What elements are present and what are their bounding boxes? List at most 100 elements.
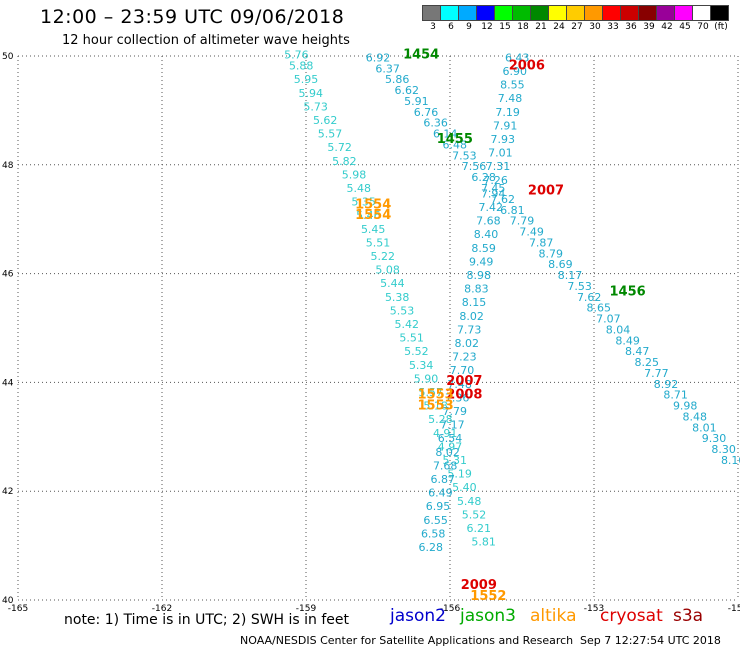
pass-time-label: 1455 <box>437 132 473 147</box>
wave-height-value: 5.28 <box>428 413 453 426</box>
scale-label: 70 <box>697 22 709 32</box>
scale-label: 36 <box>625 22 637 32</box>
wave-height-value: 6.92 <box>366 51 391 64</box>
wave-height-value: 7.31 <box>486 160 511 173</box>
wave-height-value: 8.92 <box>654 378 679 391</box>
wave-height-value: 8.71 <box>663 389 688 402</box>
wave-height-value: 6.55 <box>423 514 448 527</box>
wave-height-value: 5.22 <box>371 250 396 263</box>
wave-height-value: 7.07 <box>596 313 621 326</box>
wave-height-value: 7.42 <box>479 201 504 214</box>
wave-height-value: 4.97 <box>438 440 463 453</box>
wave-height-value: 8.59 <box>471 242 496 255</box>
wave-height-value: 8.40 <box>474 228 499 241</box>
wave-height-value: 5.31 <box>443 454 468 467</box>
wave-height-value: 7.45 <box>481 182 506 195</box>
wave-height-value: 7.26 <box>483 174 508 187</box>
wave-height-value: 7.79 <box>510 215 535 228</box>
wave-height-value: 8.17 <box>558 269 583 282</box>
satellite-jason2-label: jason2 <box>390 606 446 626</box>
wave-height-value: 5.82 <box>332 155 357 168</box>
wave-height-value: 7.87 <box>529 236 554 249</box>
wave-height-value: 5.94 <box>299 87 324 100</box>
pass-time-label: 1553 <box>418 388 454 403</box>
pass-time-label: 1554 <box>355 197 391 212</box>
scale-label: 39 <box>643 22 655 32</box>
wave-height-value: 6.90 <box>503 65 528 78</box>
wave-height-value: 5.72 <box>327 141 352 154</box>
wave-height-value: 7.70 <box>450 364 475 377</box>
wave-height-value: 7.23 <box>452 351 477 364</box>
wave-height-value: 6.21 <box>467 522 492 535</box>
wave-height-value: 6.76 <box>414 106 439 119</box>
pass-time-label: 1554 <box>355 208 391 223</box>
wave-height-value: 5.48 <box>347 182 372 195</box>
wave-height-value: 6.48 <box>443 138 468 151</box>
pass-time-label: 2006 <box>509 59 545 74</box>
lat-tick-label: 50 <box>2 52 14 62</box>
wave-height-value: 5.38 <box>385 291 410 304</box>
wave-height-value: 7.68 <box>476 215 501 228</box>
wave-height-value: 5.51 <box>366 236 391 249</box>
wave-height-value: 5.51 <box>399 332 424 345</box>
wave-height-value: 5.57 <box>318 128 343 141</box>
wave-height-value: 7.56 <box>462 160 487 173</box>
pass-time-label: 1553 <box>418 399 454 414</box>
wave-height-value: 5.45 <box>361 223 386 236</box>
wave-height-value: 5.53 <box>390 304 415 317</box>
wave-height-value: 6.14 <box>433 128 458 141</box>
lat-tick-label: 44 <box>2 378 14 388</box>
scale-label: 27 <box>571 22 583 32</box>
wave-height-value: 5.76 <box>284 49 309 62</box>
wave-height-value: 5.62 <box>313 114 338 127</box>
scale-label: 24 <box>553 22 565 32</box>
wave-height-value: 7.62 <box>577 291 602 304</box>
pass-time-label: 2007 <box>446 374 482 389</box>
wave-height-value: 8.02 <box>455 337 480 350</box>
wave-height-value: 5.35 <box>351 196 376 209</box>
scale-label: 30 <box>589 22 601 32</box>
wave-height-value: 9.30 <box>702 432 727 445</box>
lon-tick-label: -153 <box>584 604 604 614</box>
wave-height-value: 8.55 <box>500 79 525 92</box>
generation-timestamp: Sep 7 12:27:54 UTC 2018 <box>580 634 721 647</box>
wave-height-value: 7.49 <box>519 226 544 239</box>
wave-height-value: 8.15 <box>462 296 487 309</box>
wave-height-value: 5.98 <box>342 168 367 181</box>
lon-tick-label: -162 <box>152 604 172 614</box>
wave-height-value: 5.48 <box>457 495 482 508</box>
pass-time-label: 1456 <box>610 284 646 299</box>
pass-time-label: 1454 <box>403 48 439 63</box>
wave-height-value: 6.54 <box>438 432 463 445</box>
wave-height-value: 7.53 <box>567 280 592 293</box>
wave-height-value: 7.91 <box>493 119 518 132</box>
wave-height-value: 6.43 <box>505 51 530 64</box>
scale-label: 15 <box>499 22 511 32</box>
wave-height-value: 7.17 <box>440 419 465 432</box>
wave-height-value: 5.42 <box>395 318 420 331</box>
wave-height-value: 8.47 <box>625 345 650 358</box>
scale-label: 21 <box>535 22 547 32</box>
lon-tick-label: -156 <box>440 604 461 614</box>
wave-height-value: 5.52 <box>462 508 487 521</box>
wave-height-value: 8.01 <box>692 421 717 434</box>
wave-height-value: 7.62 <box>491 193 516 206</box>
wave-height-value: 6.58 <box>421 527 446 540</box>
wave-height-value: 6.49 <box>428 487 453 500</box>
wave-height-value: 5.40 <box>452 481 477 494</box>
wave-height-value: 7.94 <box>481 187 506 200</box>
satellite-s3a-label: s3a <box>673 606 704 626</box>
pass-time-label: 2007 <box>528 184 564 199</box>
wave-height-value: 5.95 <box>294 73 319 86</box>
wave-height-value: 7.48 <box>498 92 523 105</box>
scale-label: (ft) <box>714 22 728 32</box>
map-title: 12:00 – 23:59 UTC 09/06/2018 <box>40 6 345 28</box>
pass-time-label: 2009 <box>461 578 497 593</box>
wave-height-value: 5.18 <box>423 400 448 413</box>
wave-height-value: 7.79 <box>443 405 468 418</box>
wave-height-value: 5.46 <box>356 209 381 222</box>
wave-height-value: 4.91 <box>433 427 458 440</box>
pass-time-label: 2008 <box>446 388 482 403</box>
satellite-altika-label: altika <box>530 606 577 626</box>
wave-height-value: 5.44 <box>380 277 405 290</box>
